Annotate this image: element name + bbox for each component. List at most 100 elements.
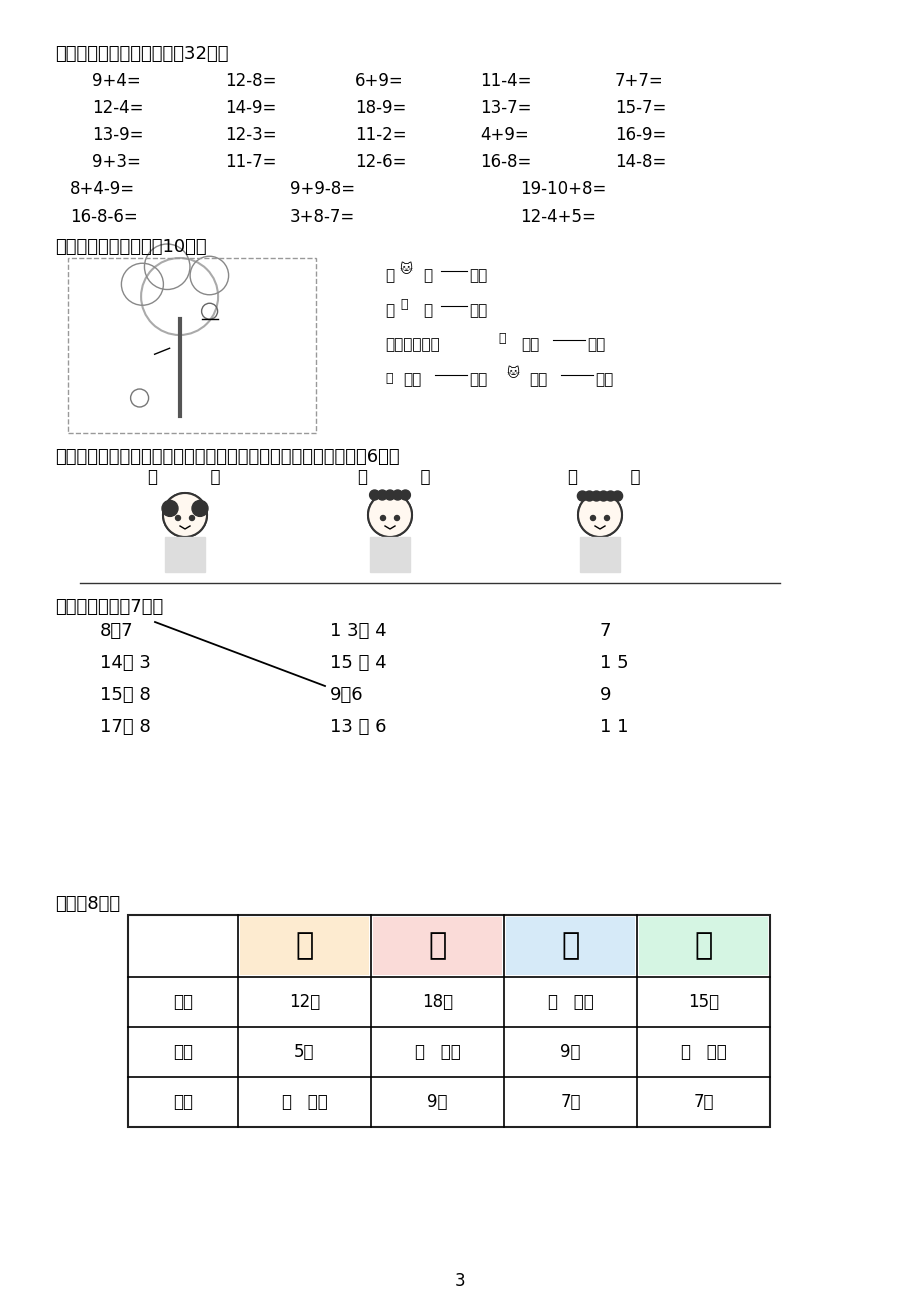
Text: （          ）: （ ） <box>357 467 430 486</box>
Text: 个。: 个。 <box>595 372 613 387</box>
Bar <box>128 915 769 1128</box>
Text: 15 － 4: 15 － 4 <box>330 654 386 672</box>
Text: 9+9-8=: 9+9-8= <box>289 180 355 198</box>
Text: 11-4=: 11-4= <box>480 72 531 90</box>
Circle shape <box>392 490 403 500</box>
Text: 12-4=: 12-4= <box>92 99 143 117</box>
Circle shape <box>590 516 595 521</box>
Circle shape <box>380 516 385 521</box>
Text: 14－ 3: 14－ 3 <box>100 654 151 672</box>
Text: 四、连一连。（7分）: 四、连一连。（7分） <box>55 598 163 616</box>
Text: 是第: 是第 <box>520 337 539 352</box>
Text: 6+9=: 6+9= <box>355 72 403 90</box>
Text: 13-9=: 13-9= <box>92 126 143 145</box>
Text: 7辆: 7辆 <box>560 1092 580 1111</box>
Text: 👕: 👕 <box>694 931 712 961</box>
Text: 🚗: 🚗 <box>561 931 579 961</box>
Text: 从上往下数，: 从上往下数， <box>384 337 439 352</box>
Text: 面。: 面。 <box>469 303 487 318</box>
Bar <box>505 917 634 975</box>
Circle shape <box>192 500 208 517</box>
Circle shape <box>612 491 622 501</box>
Text: 12-4+5=: 12-4+5= <box>519 208 596 227</box>
Bar <box>165 536 205 572</box>
Bar <box>579 536 619 572</box>
Text: 原有: 原有 <box>173 993 193 1010</box>
Text: 1 5: 1 5 <box>599 654 628 672</box>
Circle shape <box>598 491 607 501</box>
Text: 14-9=: 14-9= <box>225 99 276 117</box>
Circle shape <box>162 500 177 517</box>
Text: 个，: 个， <box>586 337 605 352</box>
Text: 9辆: 9辆 <box>560 1043 580 1061</box>
Text: 是第: 是第 <box>528 372 547 387</box>
Text: 9把: 9把 <box>426 1092 448 1111</box>
Text: 面，: 面， <box>469 268 487 283</box>
Text: 7: 7 <box>599 622 611 641</box>
Text: 14-8=: 14-8= <box>614 154 665 171</box>
Circle shape <box>394 516 399 521</box>
Text: （   ）把: （ ）把 <box>414 1043 460 1061</box>
Text: 7+7=: 7+7= <box>614 72 663 90</box>
Circle shape <box>591 491 601 501</box>
Circle shape <box>577 493 621 536</box>
Text: 9+3=: 9+3= <box>92 154 141 171</box>
Text: 还有: 还有 <box>173 1092 193 1111</box>
Circle shape <box>604 516 608 521</box>
Text: 12-3=: 12-3= <box>225 126 277 145</box>
Bar <box>68 258 315 434</box>
Circle shape <box>369 490 380 500</box>
Text: 11-7=: 11-7= <box>225 154 277 171</box>
Text: 🐱: 🐱 <box>400 263 413 276</box>
Text: 15-7=: 15-7= <box>614 99 665 117</box>
Text: 三、你能写出他们的名字吗？小明的左边是小军，右边是小青。（6分）: 三、你能写出他们的名字吗？小明的左边是小军，右边是小青。（6分） <box>55 448 399 466</box>
Text: 11-2=: 11-2= <box>355 126 406 145</box>
Text: 🐱: 🐱 <box>506 367 519 380</box>
Circle shape <box>189 516 194 521</box>
Circle shape <box>368 493 412 536</box>
Text: 8+4-9=: 8+4-9= <box>70 180 135 198</box>
Bar <box>372 917 502 975</box>
Text: 12-8=: 12-8= <box>225 72 277 90</box>
Text: 15件: 15件 <box>687 993 719 1010</box>
Text: 📏: 📏 <box>295 931 313 961</box>
Bar <box>639 917 767 975</box>
Text: 7件: 7件 <box>693 1092 713 1111</box>
Text: 12枝: 12枝 <box>289 993 320 1010</box>
Text: 在: 在 <box>384 268 393 283</box>
Text: 19-10+8=: 19-10+8= <box>519 180 606 198</box>
Text: 16-9=: 16-9= <box>614 126 665 145</box>
Text: 9+4=: 9+4= <box>92 72 141 90</box>
Text: 🐦: 🐦 <box>400 298 407 311</box>
Text: 18把: 18把 <box>422 993 452 1010</box>
Text: 15－ 8: 15－ 8 <box>100 686 151 704</box>
Text: 3: 3 <box>454 1272 465 1290</box>
Text: 17－ 8: 17－ 8 <box>100 717 151 736</box>
Text: 的: 的 <box>423 303 432 318</box>
Circle shape <box>176 516 180 521</box>
Text: 🐌: 🐌 <box>384 372 392 385</box>
Text: 一、细心算，就能算对。（32分）: 一、细心算，就能算对。（32分） <box>55 46 228 62</box>
Circle shape <box>384 490 394 500</box>
Text: （   ）辆: （ ）辆 <box>547 993 593 1010</box>
Text: 卖出: 卖出 <box>173 1043 193 1061</box>
Circle shape <box>605 491 615 501</box>
Text: 🌂: 🌂 <box>428 931 446 961</box>
Text: 1 1: 1 1 <box>599 717 628 736</box>
Text: 8＋7: 8＋7 <box>100 622 133 641</box>
Text: （          ）: （ ） <box>567 467 640 486</box>
Text: 9＋6: 9＋6 <box>330 686 363 704</box>
Circle shape <box>163 493 207 536</box>
Text: 12-6=: 12-6= <box>355 154 406 171</box>
Text: 二、按要求填一填。（10分）: 二、按要求填一填。（10分） <box>55 238 207 256</box>
Text: 个，: 个， <box>469 372 487 387</box>
Text: 在: 在 <box>384 303 393 318</box>
Text: 🐦: 🐦 <box>497 332 505 345</box>
Circle shape <box>584 491 594 501</box>
Text: 13-7=: 13-7= <box>480 99 531 117</box>
Text: 1 3－ 4: 1 3－ 4 <box>330 622 386 641</box>
Bar <box>369 536 410 572</box>
Text: 5枝: 5枝 <box>294 1043 314 1061</box>
Text: 3+8-7=: 3+8-7= <box>289 208 355 227</box>
Circle shape <box>577 491 586 501</box>
